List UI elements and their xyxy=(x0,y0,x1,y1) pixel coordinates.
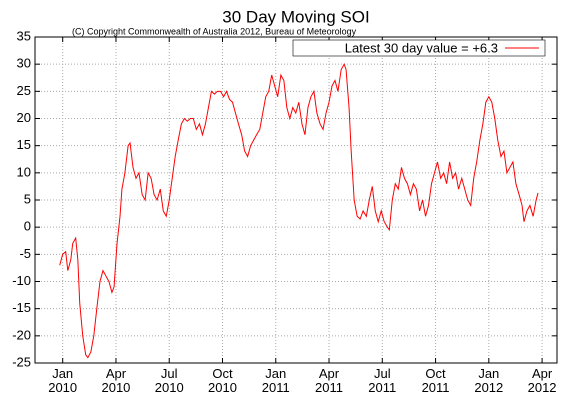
y-tick-label: -15 xyxy=(12,300,31,315)
x-tick-label: Oct 2010 xyxy=(208,366,237,395)
y-tick-label: 15 xyxy=(17,137,31,152)
chart-subtitle: (C) Copyright Commonwealth of Australia … xyxy=(72,26,357,36)
y-tick-label: 35 xyxy=(17,28,31,43)
y-tick-label: 0 xyxy=(24,219,31,234)
x-tick-label: Oct 2011 xyxy=(421,366,450,395)
x-tick-label: Jul 2011 xyxy=(368,366,397,395)
y-tick-label: -5 xyxy=(19,246,31,261)
chart-title: 30 Day Moving SOI xyxy=(222,7,369,26)
x-tick-label: Jan 2010 xyxy=(48,366,78,395)
x-tick-label: Apr 2010 xyxy=(101,366,131,395)
legend-box xyxy=(292,39,546,57)
y-tick-label: 20 xyxy=(17,110,31,125)
legend-label: Latest 30 day value = +6.3 xyxy=(345,40,498,55)
y-tick-label: 25 xyxy=(17,83,31,98)
x-tick-label: Jul 2010 xyxy=(154,366,184,395)
y-tick-label: 30 xyxy=(17,56,31,71)
data-line xyxy=(59,62,539,359)
y-tick-label: -10 xyxy=(12,273,31,288)
y-tick-label: -25 xyxy=(12,354,31,369)
plot-frame xyxy=(34,36,558,364)
x-tick-label: Jan 2011 xyxy=(261,366,290,395)
x-tick-label: Apr 2011 xyxy=(315,366,343,395)
y-tick-label: -20 xyxy=(12,327,31,342)
y-tick-label: 5 xyxy=(24,191,31,206)
y-tick-label: 10 xyxy=(17,164,31,179)
x-tick-label: Jan 2012 xyxy=(474,366,504,395)
x-tick-label: Apr 2012 xyxy=(527,366,557,395)
